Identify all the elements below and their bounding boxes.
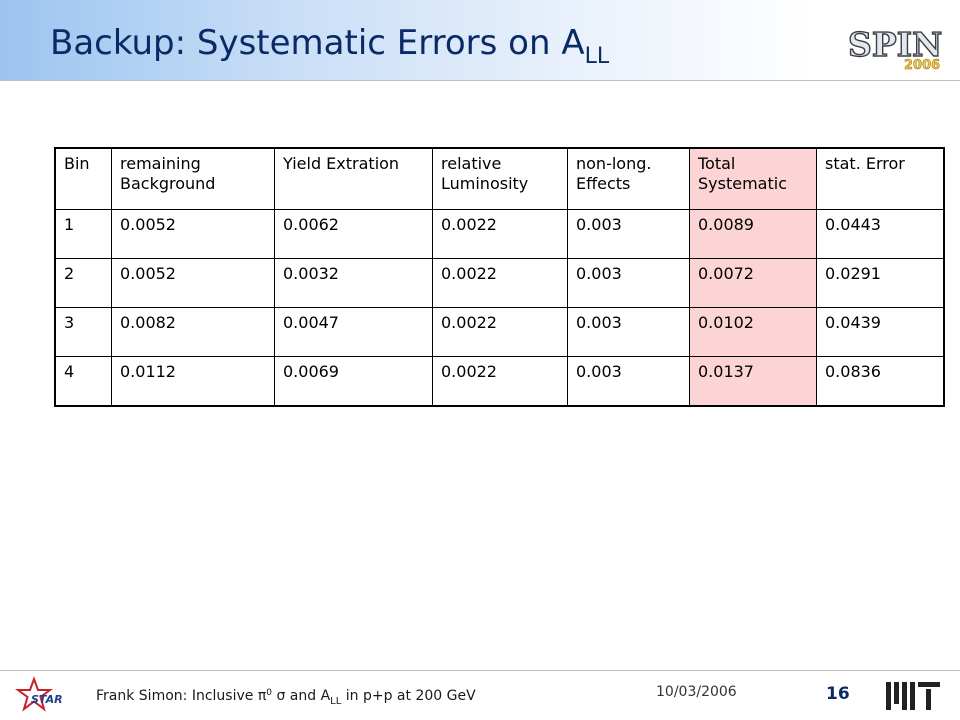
systematic-errors-table: Bin remaining Background Yield Extration… <box>54 147 945 407</box>
table-cell: 0.0082 <box>111 307 275 357</box>
table-row: 1 0.0052 0.0062 0.0022 0.003 0.0089 0.04… <box>54 209 945 259</box>
slide-title: Backup: Systematic Errors on ALL <box>50 23 609 68</box>
table-cell: 0.0022 <box>432 209 568 259</box>
header-band <box>0 0 960 80</box>
table-cell-total: 0.0089 <box>689 209 817 259</box>
table-cell: 0.003 <box>567 209 690 259</box>
slide-title-subscript: LL <box>584 44 610 69</box>
table-row: 4 0.0112 0.0069 0.0022 0.003 0.0137 0.08… <box>54 356 945 407</box>
header-divider <box>0 80 960 81</box>
header-yield-extraction: Yield Extration <box>274 147 433 210</box>
table-row: 3 0.0082 0.0047 0.0022 0.003 0.0102 0.04… <box>54 307 945 357</box>
table-cell: 0.0052 <box>111 258 275 308</box>
star-logo-text: STAR <box>31 693 63 706</box>
table-cell-total: 0.0102 <box>689 307 817 357</box>
footer-all-subscript: LL <box>330 696 342 707</box>
table-cell: 0.0112 <box>111 356 275 407</box>
table-cell: 0.003 <box>567 307 690 357</box>
spin-2006-logo: SPIN 2006 <box>847 26 943 73</box>
footer-citation: Frank Simon: Inclusive π0 σ and ALL in p… <box>96 688 476 707</box>
table-cell: 0.0022 <box>432 258 568 308</box>
table-cell: 0.0439 <box>816 307 945 357</box>
table-cell: 0.0443 <box>816 209 945 259</box>
table-cell: 4 <box>54 356 112 407</box>
table-cell: 0.0047 <box>274 307 433 357</box>
spin-logo-text: SPIN <box>848 26 942 64</box>
table-cell: 3 <box>54 307 112 357</box>
table-cell: 0.0052 <box>111 209 275 259</box>
table-cell-total: 0.0072 <box>689 258 817 308</box>
footer-sigma-symbol: σ <box>276 688 286 704</box>
header-non-long-effects: non-long. Effects <box>567 147 690 210</box>
table-cell: 0.003 <box>567 258 690 308</box>
table-cell: 0.0022 <box>432 307 568 357</box>
table-cell: 0.0291 <box>816 258 945 308</box>
table-cell: 0.0022 <box>432 356 568 407</box>
table-cell: 0.003 <box>567 356 690 407</box>
table-cell-total: 0.0137 <box>689 356 817 407</box>
table-cell: 0.0069 <box>274 356 433 407</box>
slide-title-main: Backup: Systematic Errors on A <box>50 23 585 63</box>
footer-pi-superscript: 0 <box>266 688 272 698</box>
page-number: 16 <box>826 684 850 704</box>
header-relative-luminosity: relative Luminosity <box>432 147 568 210</box>
footer-prefix: Frank Simon: Inclusive <box>96 688 258 704</box>
table-cell: 0.0032 <box>274 258 433 308</box>
table-row: 2 0.0052 0.0032 0.0022 0.003 0.0072 0.02… <box>54 258 945 308</box>
star-logo: STAR <box>14 676 63 712</box>
table-cell: 0.0062 <box>274 209 433 259</box>
footer-pi-symbol: π <box>257 688 267 704</box>
table-cell: 0.0836 <box>816 356 945 407</box>
footer-suffix: in p+p at 200 GeV <box>341 688 476 704</box>
table-cell: 2 <box>54 258 112 308</box>
header-total-systematic: Total Systematic <box>689 147 817 210</box>
header-stat-error: stat. Error <box>816 147 945 210</box>
header-bin: Bin <box>54 147 112 210</box>
mit-logo <box>886 682 940 710</box>
footer-and-text: and A <box>285 688 331 704</box>
header-remaining-background: remaining Background <box>111 147 275 210</box>
footer-date: 10/03/2006 <box>656 684 737 700</box>
spin-logo-year: 2006 <box>904 58 940 73</box>
footer-divider <box>0 670 960 671</box>
table-cell: 1 <box>54 209 112 259</box>
table-header-row: Bin remaining Background Yield Extration… <box>54 147 945 210</box>
